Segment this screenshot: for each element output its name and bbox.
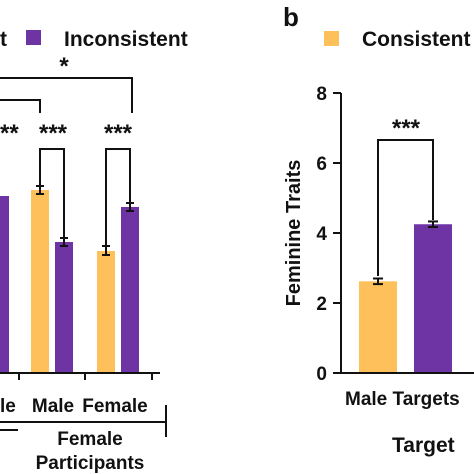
bar-consistent-female bbox=[97, 251, 115, 373]
y-tick-label-b-1: 2 bbox=[316, 294, 327, 315]
sig-bracket-female bbox=[105, 148, 131, 247]
bar-inconsistent-male bbox=[55, 242, 73, 373]
y-ticks-b: 0 2 4 6 8 bbox=[316, 84, 341, 385]
sig-bracket-top bbox=[0, 77, 133, 113]
bars-b bbox=[359, 220, 452, 373]
panel-a: t Inconsistent * ** *** *** le Male bbox=[0, 28, 188, 474]
category-label-male-targets: Male Targets bbox=[345, 389, 460, 410]
legend-label-consistent-b: Consistent bbox=[362, 28, 471, 51]
bar-inconsistent-female bbox=[121, 207, 139, 373]
bar-inconsistent-prev bbox=[0, 196, 9, 373]
sig-star-top: * bbox=[59, 53, 69, 80]
x-axis-label-b: Target bbox=[392, 434, 455, 457]
error-bar-b-consistent bbox=[373, 277, 383, 286]
category-label-female: Female bbox=[82, 396, 147, 417]
error-bars-a bbox=[36, 185, 134, 256]
bar-consistent-male bbox=[31, 190, 49, 373]
y-tick-label-b-4: 8 bbox=[316, 84, 327, 105]
sig-stars-female: *** bbox=[104, 120, 133, 147]
y-tick-label-b-0: 0 bbox=[316, 364, 327, 385]
bar-b-consistent bbox=[359, 281, 397, 373]
legend-swatch-consistent-b bbox=[324, 31, 339, 46]
y-tick-label-b-2: 4 bbox=[316, 224, 327, 245]
sig-bracket-b bbox=[377, 139, 434, 276]
y-tick-label-b-3: 6 bbox=[316, 154, 327, 175]
legend-swatch-inconsistent bbox=[26, 30, 41, 45]
error-bar-b-inconsistent bbox=[428, 220, 438, 229]
group-label-line2: Participants bbox=[36, 453, 145, 474]
panel-b: b Consistent 0 2 4 6 8 Feminine Traits *** M… bbox=[283, 2, 474, 457]
legend-label-consistent-partial: t bbox=[0, 28, 7, 51]
sig-stars-left: ** bbox=[0, 120, 19, 147]
category-label-male: Male bbox=[32, 396, 74, 417]
legend-label-inconsistent: Inconsistent bbox=[64, 28, 188, 51]
y-axis-label-b: Feminine Traits bbox=[283, 160, 305, 307]
bar-b-inconsistent bbox=[414, 224, 452, 373]
sig-bracket-male bbox=[39, 148, 65, 240]
sig-stars-b: *** bbox=[392, 115, 421, 142]
category-label-prev: le bbox=[0, 396, 16, 417]
group-label-line1: Female bbox=[57, 429, 122, 450]
panel-b-label: b bbox=[283, 2, 299, 32]
sig-bracket-mid bbox=[0, 99, 41, 113]
sig-stars-male: *** bbox=[39, 120, 68, 147]
